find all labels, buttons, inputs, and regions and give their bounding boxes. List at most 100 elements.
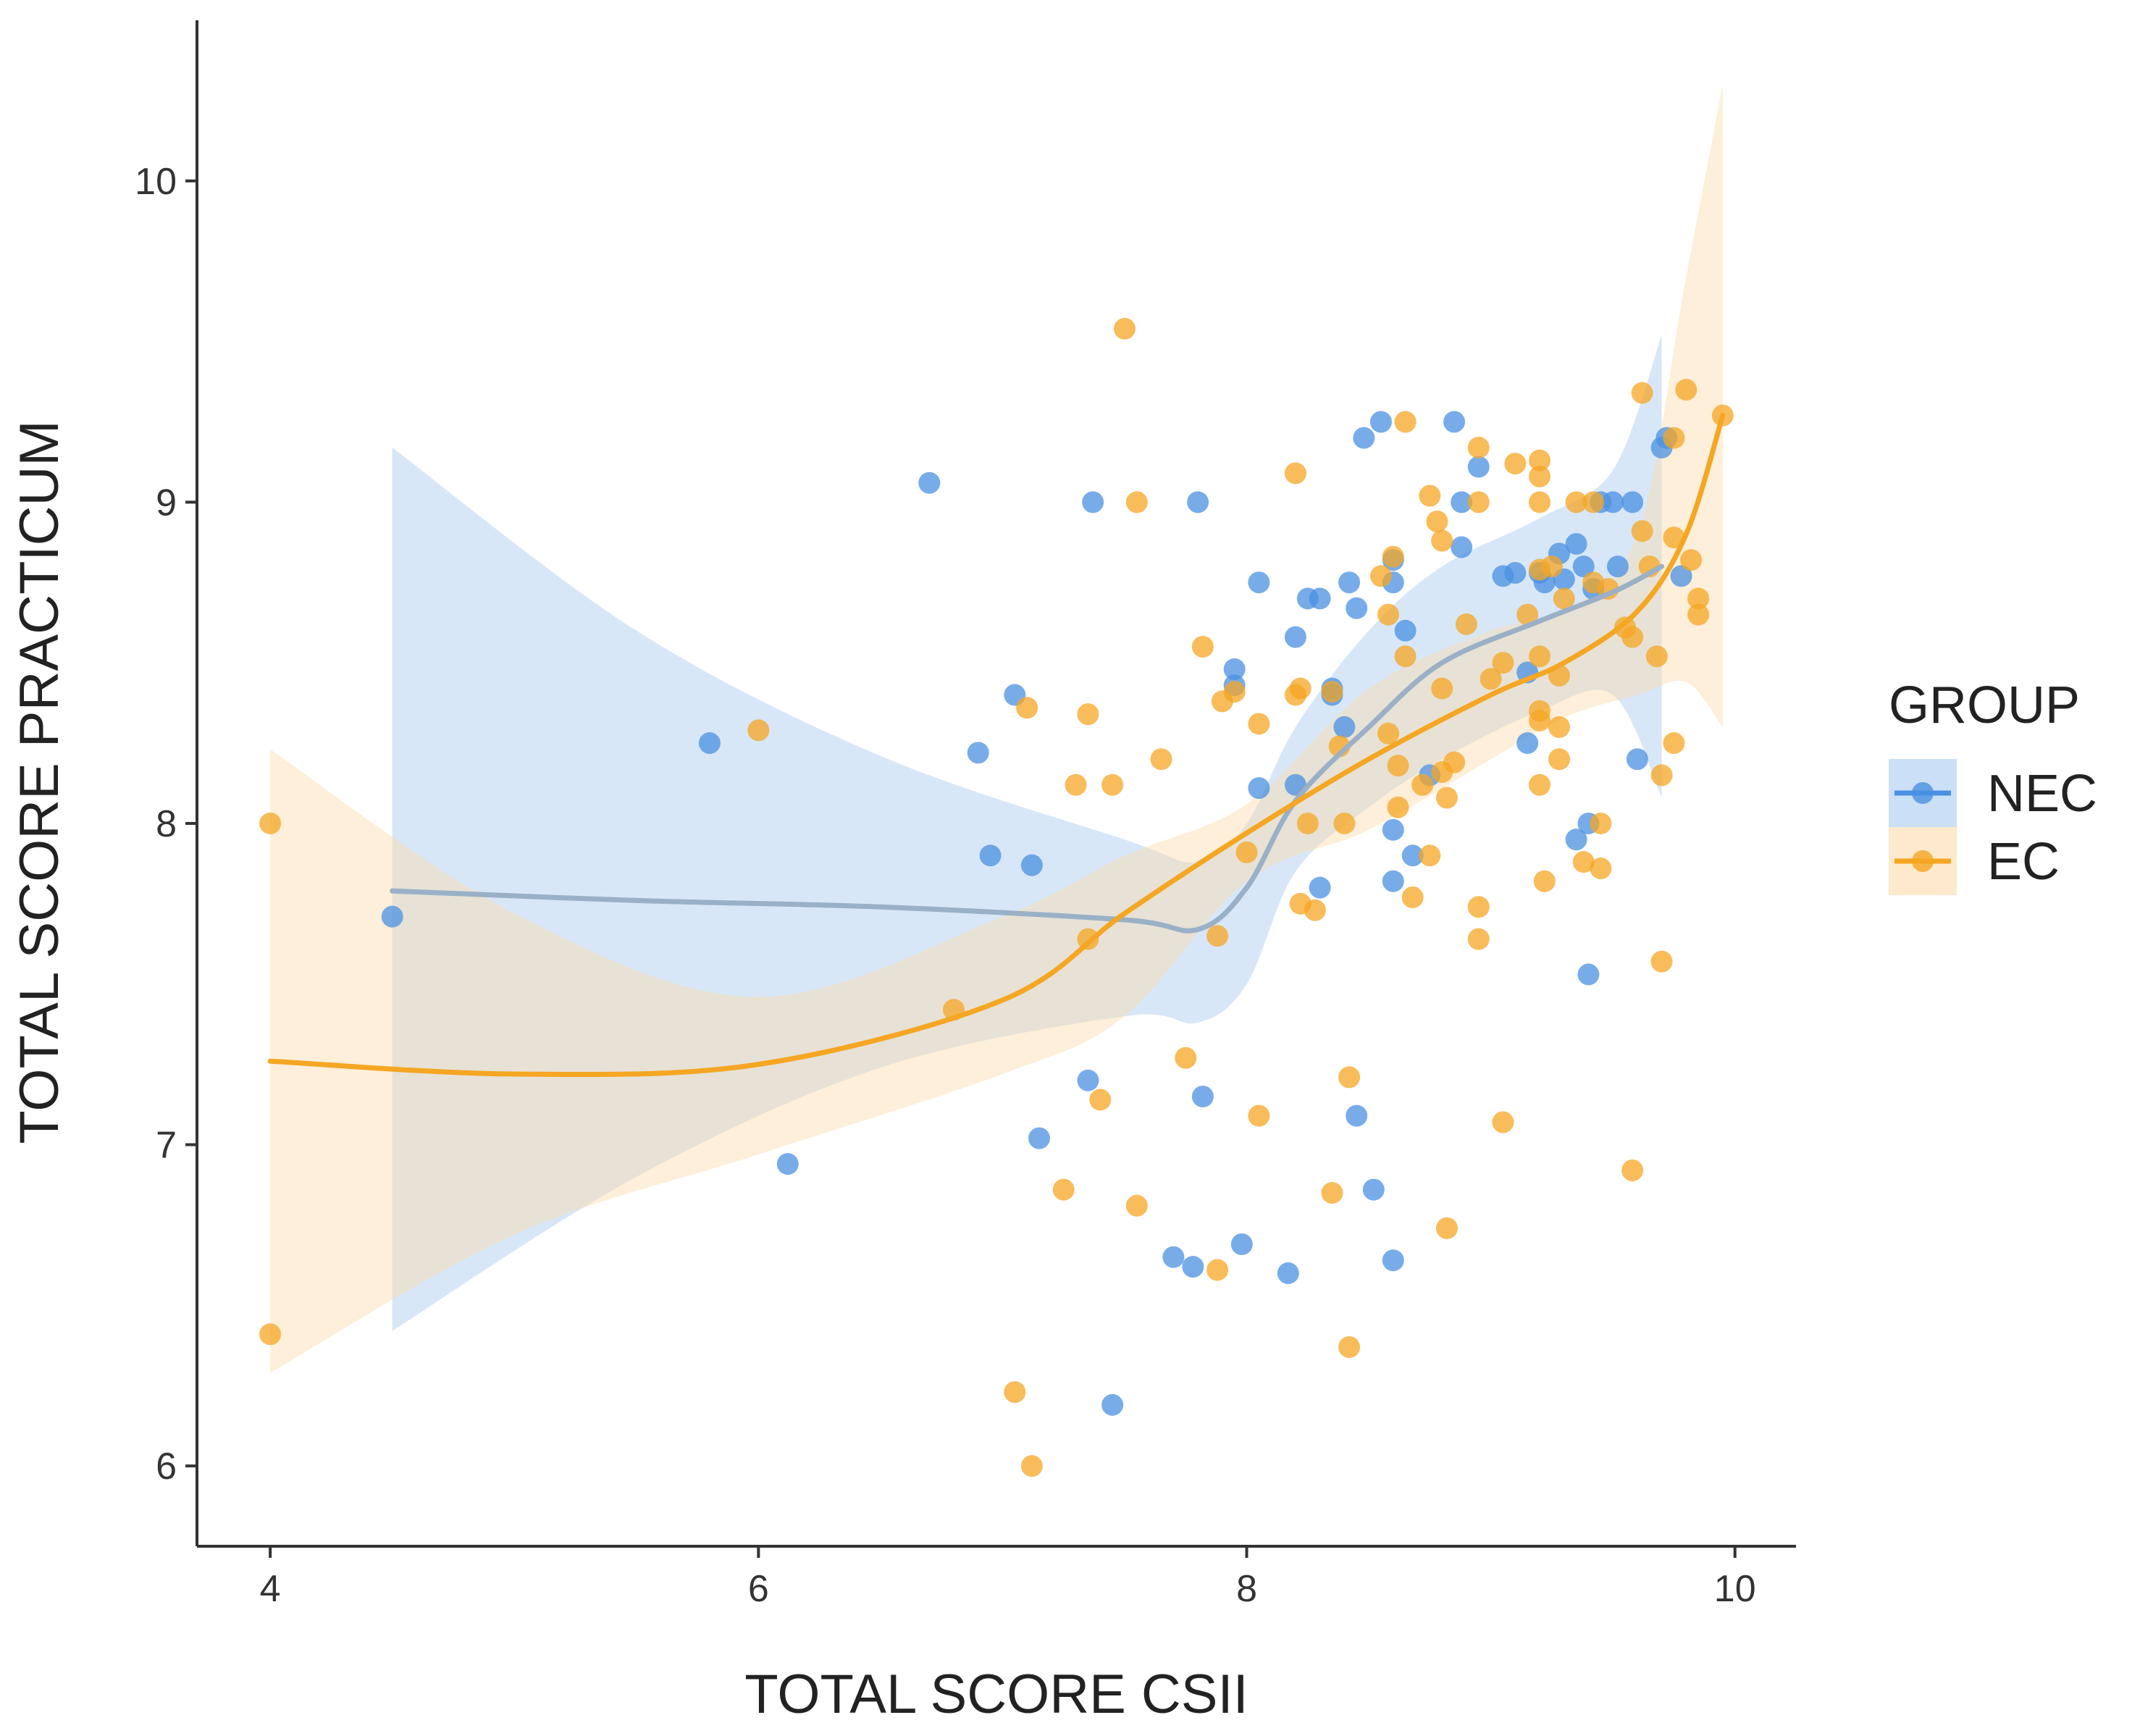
y-axis-title: TOTAL SCORE PRACTICUM	[9, 420, 70, 1144]
data-point-ec	[1529, 710, 1551, 732]
data-point-ec	[1125, 491, 1148, 513]
data-point-nec	[1182, 1256, 1204, 1278]
data-point-nec	[776, 1153, 799, 1175]
data-point-ec	[1004, 1381, 1026, 1404]
data-point-ec	[1377, 722, 1400, 745]
data-point-nec	[1451, 536, 1473, 558]
data-point-ec	[1467, 491, 1490, 513]
data-point-ec	[1565, 491, 1587, 513]
trend-line-nec	[390, 563, 1665, 934]
data-point-ec	[1621, 626, 1644, 648]
confidence-bands	[270, 84, 1723, 1373]
data-point-nec	[1621, 491, 1644, 513]
data-point-ec	[1387, 755, 1409, 777]
data-point-ec	[1289, 677, 1311, 700]
data-point-ec	[1426, 510, 1448, 532]
data-point-ec	[1492, 652, 1514, 674]
data-point-ec	[1467, 928, 1490, 950]
data-point-ec	[1529, 773, 1551, 796]
data-point-ec	[1338, 1066, 1361, 1089]
confidence-band-nec	[392, 335, 1662, 1331]
data-point-ec	[1645, 645, 1668, 668]
data-point-ec	[1663, 732, 1685, 755]
data-point-nec	[1338, 571, 1361, 594]
data-point-nec	[1565, 829, 1587, 851]
data-point-ec	[1419, 844, 1441, 867]
data-point-nec	[967, 742, 989, 764]
data-point-ec	[1077, 703, 1099, 726]
data-point-ec	[1020, 1455, 1043, 1477]
data-point-ec	[1284, 462, 1306, 485]
data-point-ec	[1529, 449, 1551, 471]
legend-label-ec: EC	[1987, 833, 2060, 891]
data-point-nec	[1248, 571, 1270, 594]
confidence-band-ec	[270, 84, 1723, 1373]
data-point-ec	[1529, 645, 1551, 668]
data-point-ec	[1248, 713, 1270, 735]
data-point-ec	[1680, 549, 1703, 571]
data-point-nec	[1284, 626, 1306, 648]
data-point-ec	[1435, 1217, 1458, 1239]
data-point-ec	[1401, 886, 1424, 908]
data-point-ec	[1248, 1104, 1270, 1127]
data-point-ec	[1175, 1047, 1197, 1069]
data-point-ec	[259, 1323, 282, 1346]
data-point-nec	[1577, 963, 1600, 986]
data-point-ec	[1467, 896, 1490, 918]
data-point-nec	[1223, 658, 1246, 681]
data-point-nec	[1333, 716, 1356, 738]
data-point-nec	[1467, 456, 1490, 478]
y-tick-label: 6	[156, 1446, 177, 1488]
data-point-nec	[698, 732, 721, 755]
data-point-ec	[1338, 1335, 1361, 1358]
data-point-ec	[1548, 748, 1571, 771]
data-points	[259, 317, 1734, 1477]
data-point-nec	[1443, 411, 1466, 433]
data-point-ec	[1191, 635, 1214, 658]
data-point-ec	[1687, 587, 1710, 610]
data-point-ec	[1687, 603, 1710, 626]
data-point-ec	[747, 719, 770, 742]
data-point-nec	[1020, 854, 1043, 876]
data-point-ec	[1333, 812, 1356, 834]
data-point-nec	[1382, 1249, 1404, 1272]
data-point-ec	[1663, 527, 1685, 549]
data-point-nec	[1187, 491, 1209, 513]
data-point-nec	[1346, 1104, 1368, 1127]
data-point-ec	[1065, 773, 1087, 796]
data-point-ec	[259, 812, 282, 834]
data-point-ec	[1113, 317, 1136, 340]
data-point-ec	[1631, 382, 1653, 404]
data-point-ec	[1553, 587, 1575, 610]
y-tick-label: 10	[135, 161, 177, 203]
data-point-ec	[1675, 379, 1697, 401]
data-point-ec	[1590, 857, 1612, 880]
data-point-ec	[1411, 773, 1434, 796]
data-point-ec	[1304, 899, 1326, 921]
data-point-ec	[1387, 796, 1409, 818]
data-point-ec	[1533, 870, 1556, 892]
legend: GROUP NEC EC	[1889, 676, 2097, 895]
data-point-ec	[1223, 681, 1246, 703]
trend-line-ec	[267, 413, 1726, 1078]
data-point-ec	[1455, 613, 1477, 635]
data-point-nec	[1565, 533, 1587, 555]
legend-key-point-nec	[1912, 782, 1934, 804]
data-point-ec	[1101, 773, 1124, 796]
data-point-nec	[1504, 561, 1527, 584]
data-point-ec	[1650, 764, 1673, 787]
data-point-ec	[1516, 603, 1539, 626]
x-tick-label: 8	[1236, 1568, 1257, 1610]
data-point-nec	[1353, 427, 1375, 449]
data-point-ec	[1382, 545, 1404, 568]
data-point-ec	[1321, 681, 1343, 703]
data-point-ec	[1369, 565, 1392, 587]
y-axis-ticks: 6 7 8 9 10	[135, 161, 197, 1488]
data-point-nec	[1369, 411, 1392, 433]
data-point-nec	[1309, 587, 1331, 610]
data-point-nec	[1602, 491, 1624, 513]
y-tick-label: 7	[156, 1125, 177, 1167]
x-axis-ticks: 4 6 8 10	[260, 1546, 1756, 1610]
trend-lines	[267, 413, 1726, 1078]
